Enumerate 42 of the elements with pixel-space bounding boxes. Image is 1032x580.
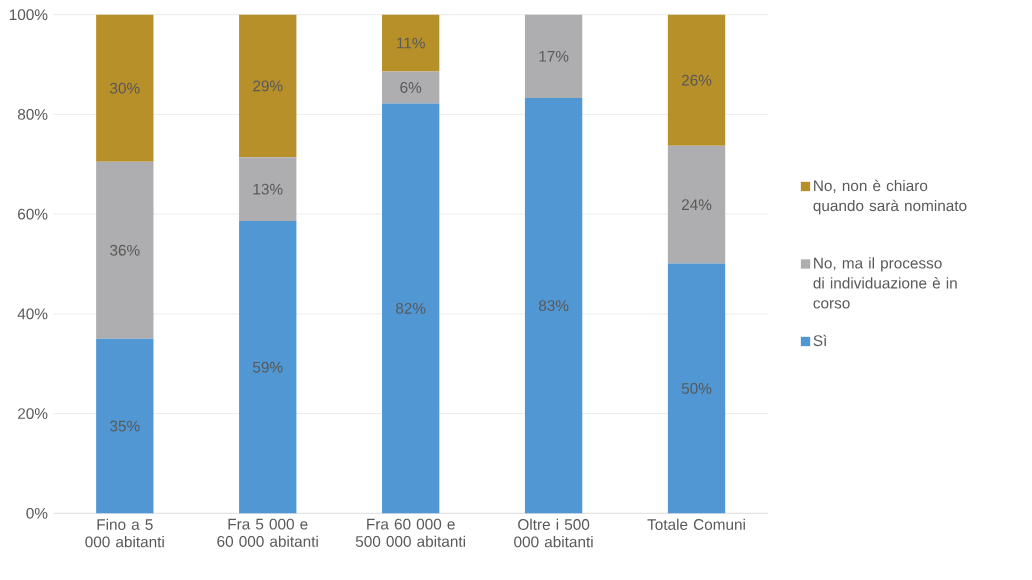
bar <box>239 221 297 514</box>
x-tick-label: Totale Comuni <box>647 518 745 530</box>
bar <box>239 14 297 158</box>
y-tick-label: 0% <box>26 507 48 519</box>
bar <box>667 263 726 514</box>
bar <box>96 14 154 162</box>
data-label: 30% <box>110 82 140 94</box>
y-tick-label: 20% <box>18 408 48 420</box>
data-label: 13% <box>253 183 283 195</box>
bar <box>667 14 726 146</box>
data-label: 83% <box>538 300 569 312</box>
data-label: 36% <box>110 244 140 256</box>
x-tick-label: Oltre i 500 000 abitanti <box>514 518 593 548</box>
bar <box>524 97 583 514</box>
bar <box>239 157 297 222</box>
bar <box>96 338 154 514</box>
y-tick-label: 40% <box>17 308 48 320</box>
y-tick-label: 60% <box>18 208 48 220</box>
x-tick-label: Fra 5 000 e 60 000 abitanti <box>217 518 318 547</box>
data-label: 59% <box>253 361 283 373</box>
legend-label: No, non è chiaro quando sarà nominato <box>813 179 967 215</box>
legend-label: No, ma il processo di individuazione è in corso <box>813 257 957 309</box>
data-label: 11% <box>397 37 425 49</box>
bar <box>382 14 440 72</box>
data-label: 35% <box>110 420 140 432</box>
bar <box>667 145 726 264</box>
bar <box>382 103 440 514</box>
bar <box>96 161 154 339</box>
data-label: 50% <box>681 382 712 394</box>
y-tick-label: 100% <box>9 9 48 21</box>
data-label: 26% <box>681 74 712 86</box>
data-label: 24% <box>681 199 712 211</box>
legend-label: Sì <box>813 334 827 347</box>
x-tick-label: Fra 60 000 e 500 000 abitanti <box>355 518 466 547</box>
bar <box>524 14 583 98</box>
data-label: 29% <box>253 80 283 92</box>
y-tick-label: 80% <box>17 108 48 120</box>
data-label: 82% <box>395 302 426 314</box>
bar <box>382 71 440 104</box>
data-label: 17% <box>539 50 569 62</box>
data-label: 6% <box>400 82 422 93</box>
x-tick-label: Fino a 5 000 abitanti <box>85 518 164 548</box>
